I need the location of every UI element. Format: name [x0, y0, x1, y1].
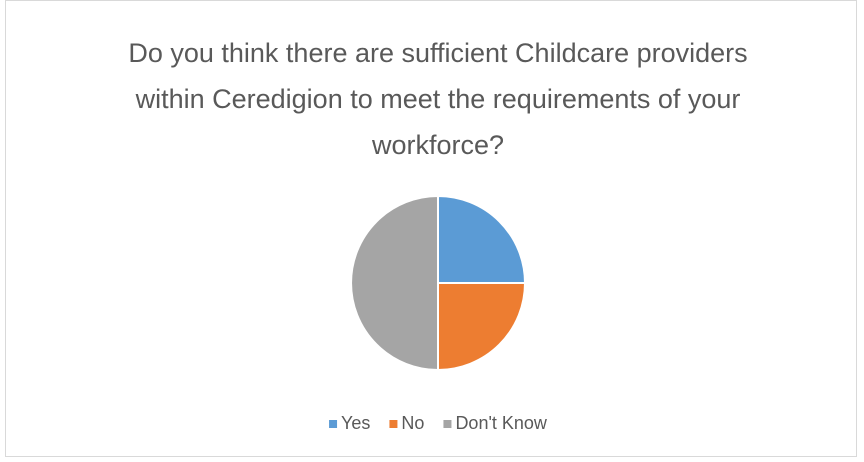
pie-slice	[437, 194, 527, 284]
chart-frame	[5, 0, 857, 457]
legend-swatch	[389, 420, 398, 428]
pie-slice	[437, 282, 527, 372]
legend-label: No	[401, 413, 424, 433]
legend-swatch	[443, 420, 452, 428]
legend-label: Don't Know	[455, 413, 547, 433]
legend-label: Yes	[341, 413, 370, 433]
legend-swatch	[329, 420, 338, 428]
chart-title: Do you think there are sufficient Childc…	[128, 38, 748, 160]
pie-slice	[350, 194, 439, 372]
